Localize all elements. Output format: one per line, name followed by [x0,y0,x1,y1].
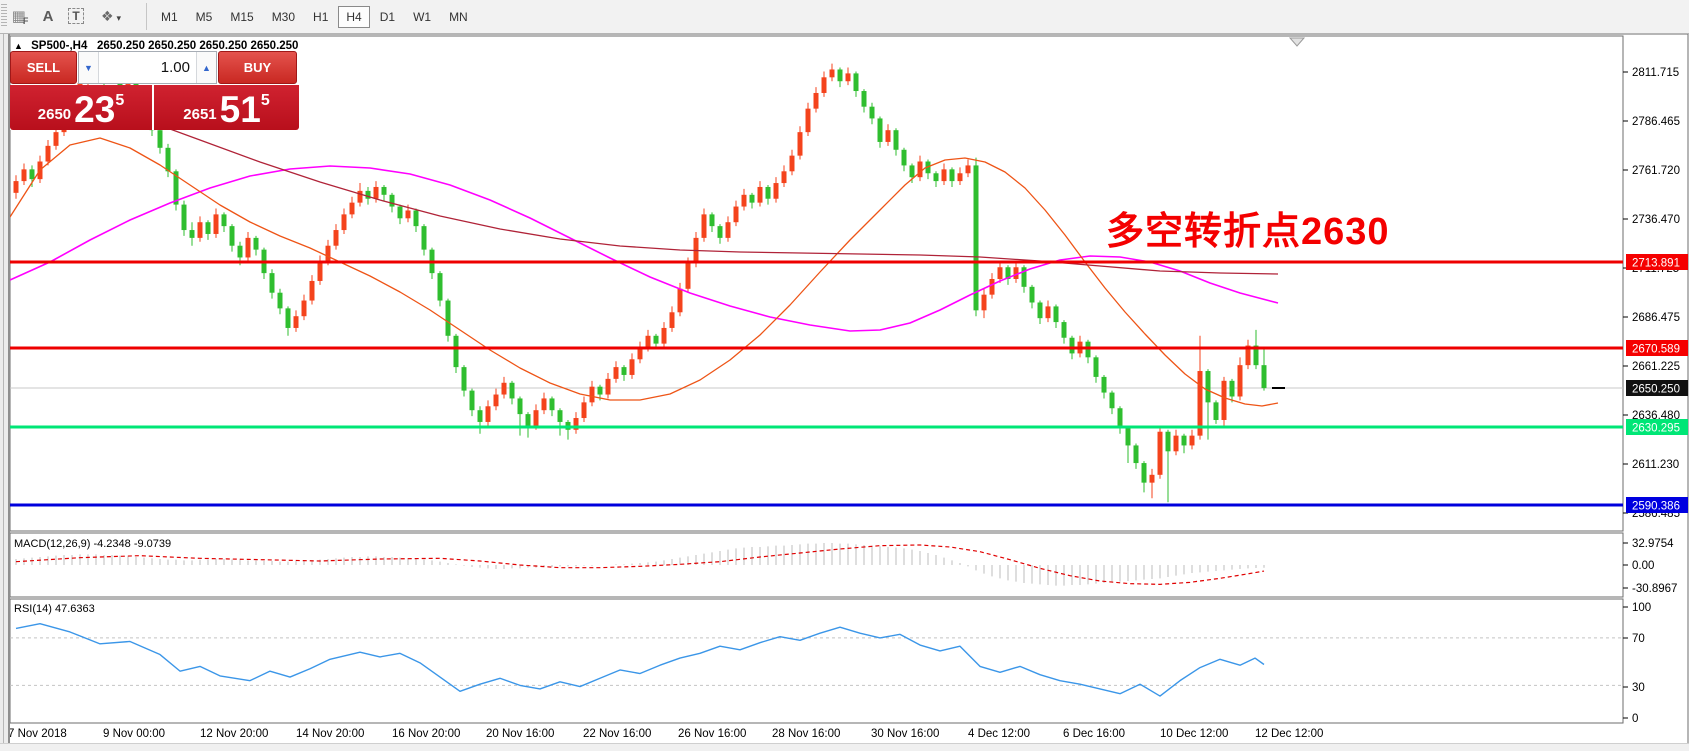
time-label: 6 Dec 16:00 [1063,728,1125,740]
time-label: 28 Nov 16:00 [772,728,840,740]
price-axis: 2811.7152786.4652761.7202736.4702711.725… [1623,67,1688,725]
ma-darkred [139,117,1279,275]
time-label: 14 Nov 20:00 [296,728,364,740]
timeframe-button-M1[interactable]: M1 [153,6,186,28]
chart-shift-marker[interactable] [1288,37,1306,47]
time-label: 12 Dec 12:00 [1255,728,1323,740]
svg-text:2713.891: 2713.891 [1632,258,1680,270]
sell-price-fraction: 5 [115,92,125,109]
rsi-layer [10,622,1623,697]
sell-price-handle: 2650 [37,106,72,123]
crosshair-grid-glyph: ▦ [11,8,26,25]
price-tick-2811.715: 2811.715 [1632,67,1679,79]
svg-text:2650.250: 2650.250 [1632,384,1680,396]
toolbar: ▦ F A T ❖ ▾ M1 M5 M15 M30 H1 H4 D1 W1 MN [0,0,1689,34]
chart-quotes: 2650.250 2650.250 2650.250 2650.250 [97,40,299,52]
time-label: 12 Nov 20:00 [200,728,268,740]
one-click-trading-panel: SELL ▼ ▲ BUY 2650 23 5 2651 51 5 [10,51,299,130]
timeframe-button-H1[interactable]: H1 [305,6,336,28]
buy-price-handle: 2651 [183,106,217,123]
shapes-glyph: ❖ [100,7,114,24]
time-label: 16 Nov 20:00 [392,728,460,740]
volume-spinner: ▼ ▲ [78,51,217,84]
svg-text:2670.589: 2670.589 [1632,344,1680,356]
price-tick-2661.225: 2661.225 [1632,361,1680,373]
price-badge-2713.891: 2713.891 [1626,254,1688,270]
timeframe-button-M30[interactable]: M30 [264,6,303,28]
text-box-glyph: T [68,8,84,24]
ma-magenta [9,165,1279,332]
svg-text:2630.295: 2630.295 [1632,423,1680,435]
time-label: 9 Nov 00:00 [103,728,165,740]
text-label-icon[interactable]: A [36,4,60,28]
macd-indicator-label: MACD(12,26,9) -4.2348 -9.0739 [14,538,172,550]
timeframe-button-MN[interactable]: MN [441,6,476,28]
timeframe-button-W1[interactable]: W1 [405,6,439,28]
chevron-down-icon: ▾ [116,12,122,23]
svg-text:2590.386: 2590.386 [1632,501,1680,513]
sell-price-display[interactable]: 2650 23 5 [10,85,152,130]
time-label: 7 Nov 2018 [8,728,67,740]
text-label-glyph: A [42,7,54,25]
price-tick-2736.470: 2736.470 [1632,214,1680,226]
macd-scale-32.9754: 32.9754 [1632,538,1674,550]
horizontal-lines-layer [10,260,1623,507]
chart-title: ▲ SP500-,H4 2650.250 2650.250 2650.250 2… [14,40,298,52]
price-badge-2670.589: 2670.589 [1626,340,1688,356]
annotation-text[interactable]: 多空转折点2630 [1106,211,1390,253]
timeframe-button-H4[interactable]: H4 [338,5,370,28]
time-label: 4 Dec 12:00 [968,728,1030,740]
rsi-scale-0: 0 [1632,713,1638,725]
toolbar-drag-handle[interactable] [1,4,7,28]
volume-increase-button[interactable]: ▲ [196,52,216,83]
price-badge-2650.250: 2650.250 [1626,380,1688,396]
price-tick-2686.475: 2686.475 [1632,312,1680,324]
window-bottom-edge [0,743,1689,751]
price-tick-2611.230: 2611.230 [1632,459,1679,471]
price-badge-2630.295: 2630.295 [1626,419,1688,435]
volume-input[interactable] [99,52,196,83]
volume-decrease-button[interactable]: ▼ [79,52,99,83]
text-box-icon[interactable]: T [64,4,88,28]
time-label: 30 Nov 16:00 [871,728,939,740]
time-label: 26 Nov 16:00 [678,728,746,740]
time-axis: 7 Nov 2018 9 Nov 00:00 12 Nov 20:00 14 Nov … [8,728,1323,740]
window-left-edge [0,33,10,751]
crosshair-grid-sub: F [22,16,29,26]
sell-price-pips: 23 [74,88,116,130]
time-label: 20 Nov 16:00 [486,728,554,740]
rsi-scale-30: 30 [1632,682,1645,694]
time-label: 10 Dec 12:00 [1160,728,1228,740]
macd-scale-0.00: 0.00 [1632,560,1654,572]
price-tick-2761.720: 2761.720 [1632,165,1680,177]
rsi-scale-70: 70 [1632,633,1645,645]
chart-symbol: SP500-,H4 [31,40,88,52]
toolbar-separator [146,3,147,30]
shapes-icon[interactable]: ❖ ▾ [94,4,128,28]
price-tick-2786.465: 2786.465 [1632,116,1680,128]
timeframe-button-M5[interactable]: M5 [188,6,221,28]
rsi-panel[interactable] [9,598,1624,724]
timeframe-button-D1[interactable]: D1 [372,6,403,28]
macd-scale--30.8967: -30.8967 [1632,583,1677,595]
buy-price-pips: 51 [219,88,261,130]
buy-price-display[interactable]: 2651 51 5 [154,85,299,130]
timeframe-button-M15[interactable]: M15 [222,6,261,28]
timeframe-group: M1 M5 M15 M30 H1 H4 D1 W1 MN [152,3,477,30]
rsi-indicator-label: RSI(14) 47.6363 [14,603,95,615]
triangle-up-icon: ▲ [14,41,23,51]
crosshair-grid-icon[interactable]: ▦ F [8,4,32,28]
buy-price-fraction: 5 [260,92,270,109]
buy-button[interactable]: BUY [218,51,297,84]
sell-button[interactable]: SELL [10,51,77,84]
macd-layer [15,542,1265,586]
time-label: 22 Nov 16:00 [583,728,651,740]
rsi-scale-100: 100 [1632,602,1651,614]
price-badge-2590.386: 2590.386 [1626,497,1688,513]
